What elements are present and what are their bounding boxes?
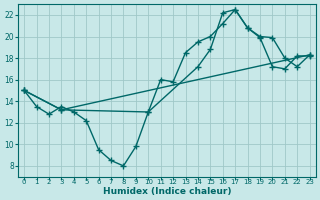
X-axis label: Humidex (Indice chaleur): Humidex (Indice chaleur) <box>103 187 231 196</box>
